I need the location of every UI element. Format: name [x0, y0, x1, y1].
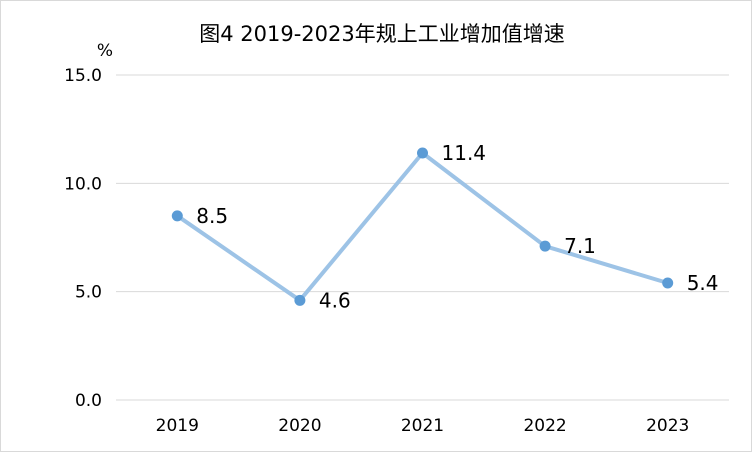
data-label: 8.5 — [196, 204, 228, 228]
x-tick-label: 2021 — [401, 416, 444, 436]
x-tick-label: 2023 — [646, 416, 689, 436]
y-tick-label: 10.0 — [64, 174, 102, 194]
data-label: 5.4 — [687, 271, 719, 295]
y-axis-ticks: 0.0 5.0 10.0 15.0 — [64, 66, 102, 411]
y-tick-label: 0.0 — [75, 391, 102, 411]
series-line — [175, 151, 670, 303]
chart-title: 图4 2019-2023年规上工业增加值增速 — [199, 22, 565, 46]
gridlines — [116, 74, 729, 401]
data-label: 7.1 — [564, 234, 596, 258]
x-tick-label: 2019 — [156, 416, 199, 436]
y-tick-label: 5.0 — [75, 283, 102, 303]
y-axis-unit: % — [97, 41, 113, 61]
x-tick-label: 2022 — [523, 416, 566, 436]
y-tick-label: 15.0 — [64, 66, 102, 86]
data-label: 4.6 — [319, 288, 351, 312]
x-axis-ticks: 2019 2020 2021 2022 2023 — [156, 416, 690, 436]
data-point — [662, 277, 674, 289]
series — [171, 147, 674, 306]
data-point — [539, 240, 551, 252]
data-point — [171, 210, 183, 222]
data-point — [294, 294, 306, 306]
x-tick-label: 2020 — [278, 416, 321, 436]
data-labels: 8.5 4.6 11.4 7.1 5.4 — [196, 141, 718, 312]
data-label: 11.4 — [442, 141, 487, 165]
data-point — [417, 147, 428, 159]
